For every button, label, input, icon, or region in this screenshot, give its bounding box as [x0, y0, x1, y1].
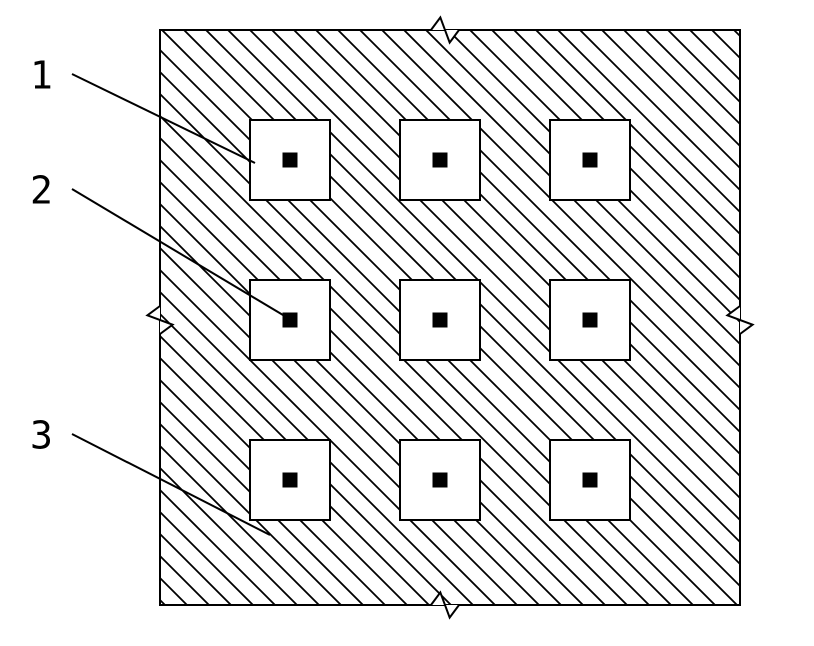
- callout-label: 1: [30, 54, 53, 98]
- grid-cell-dot: [283, 313, 298, 328]
- grid-cell-dot: [583, 153, 598, 168]
- grid-cell-dot: [583, 313, 598, 328]
- callout-label: 2: [30, 169, 53, 213]
- grid-cell-dot: [433, 313, 448, 328]
- grid-cell-dot: [433, 153, 448, 168]
- diagram-canvas: 1 2 3: [0, 0, 814, 646]
- grid-cell-dot: [583, 473, 598, 488]
- grid-cell-dot: [283, 153, 298, 168]
- callout-label: 3: [30, 414, 53, 458]
- grid-cell-dot: [283, 473, 298, 488]
- grid-cell-dot: [433, 473, 448, 488]
